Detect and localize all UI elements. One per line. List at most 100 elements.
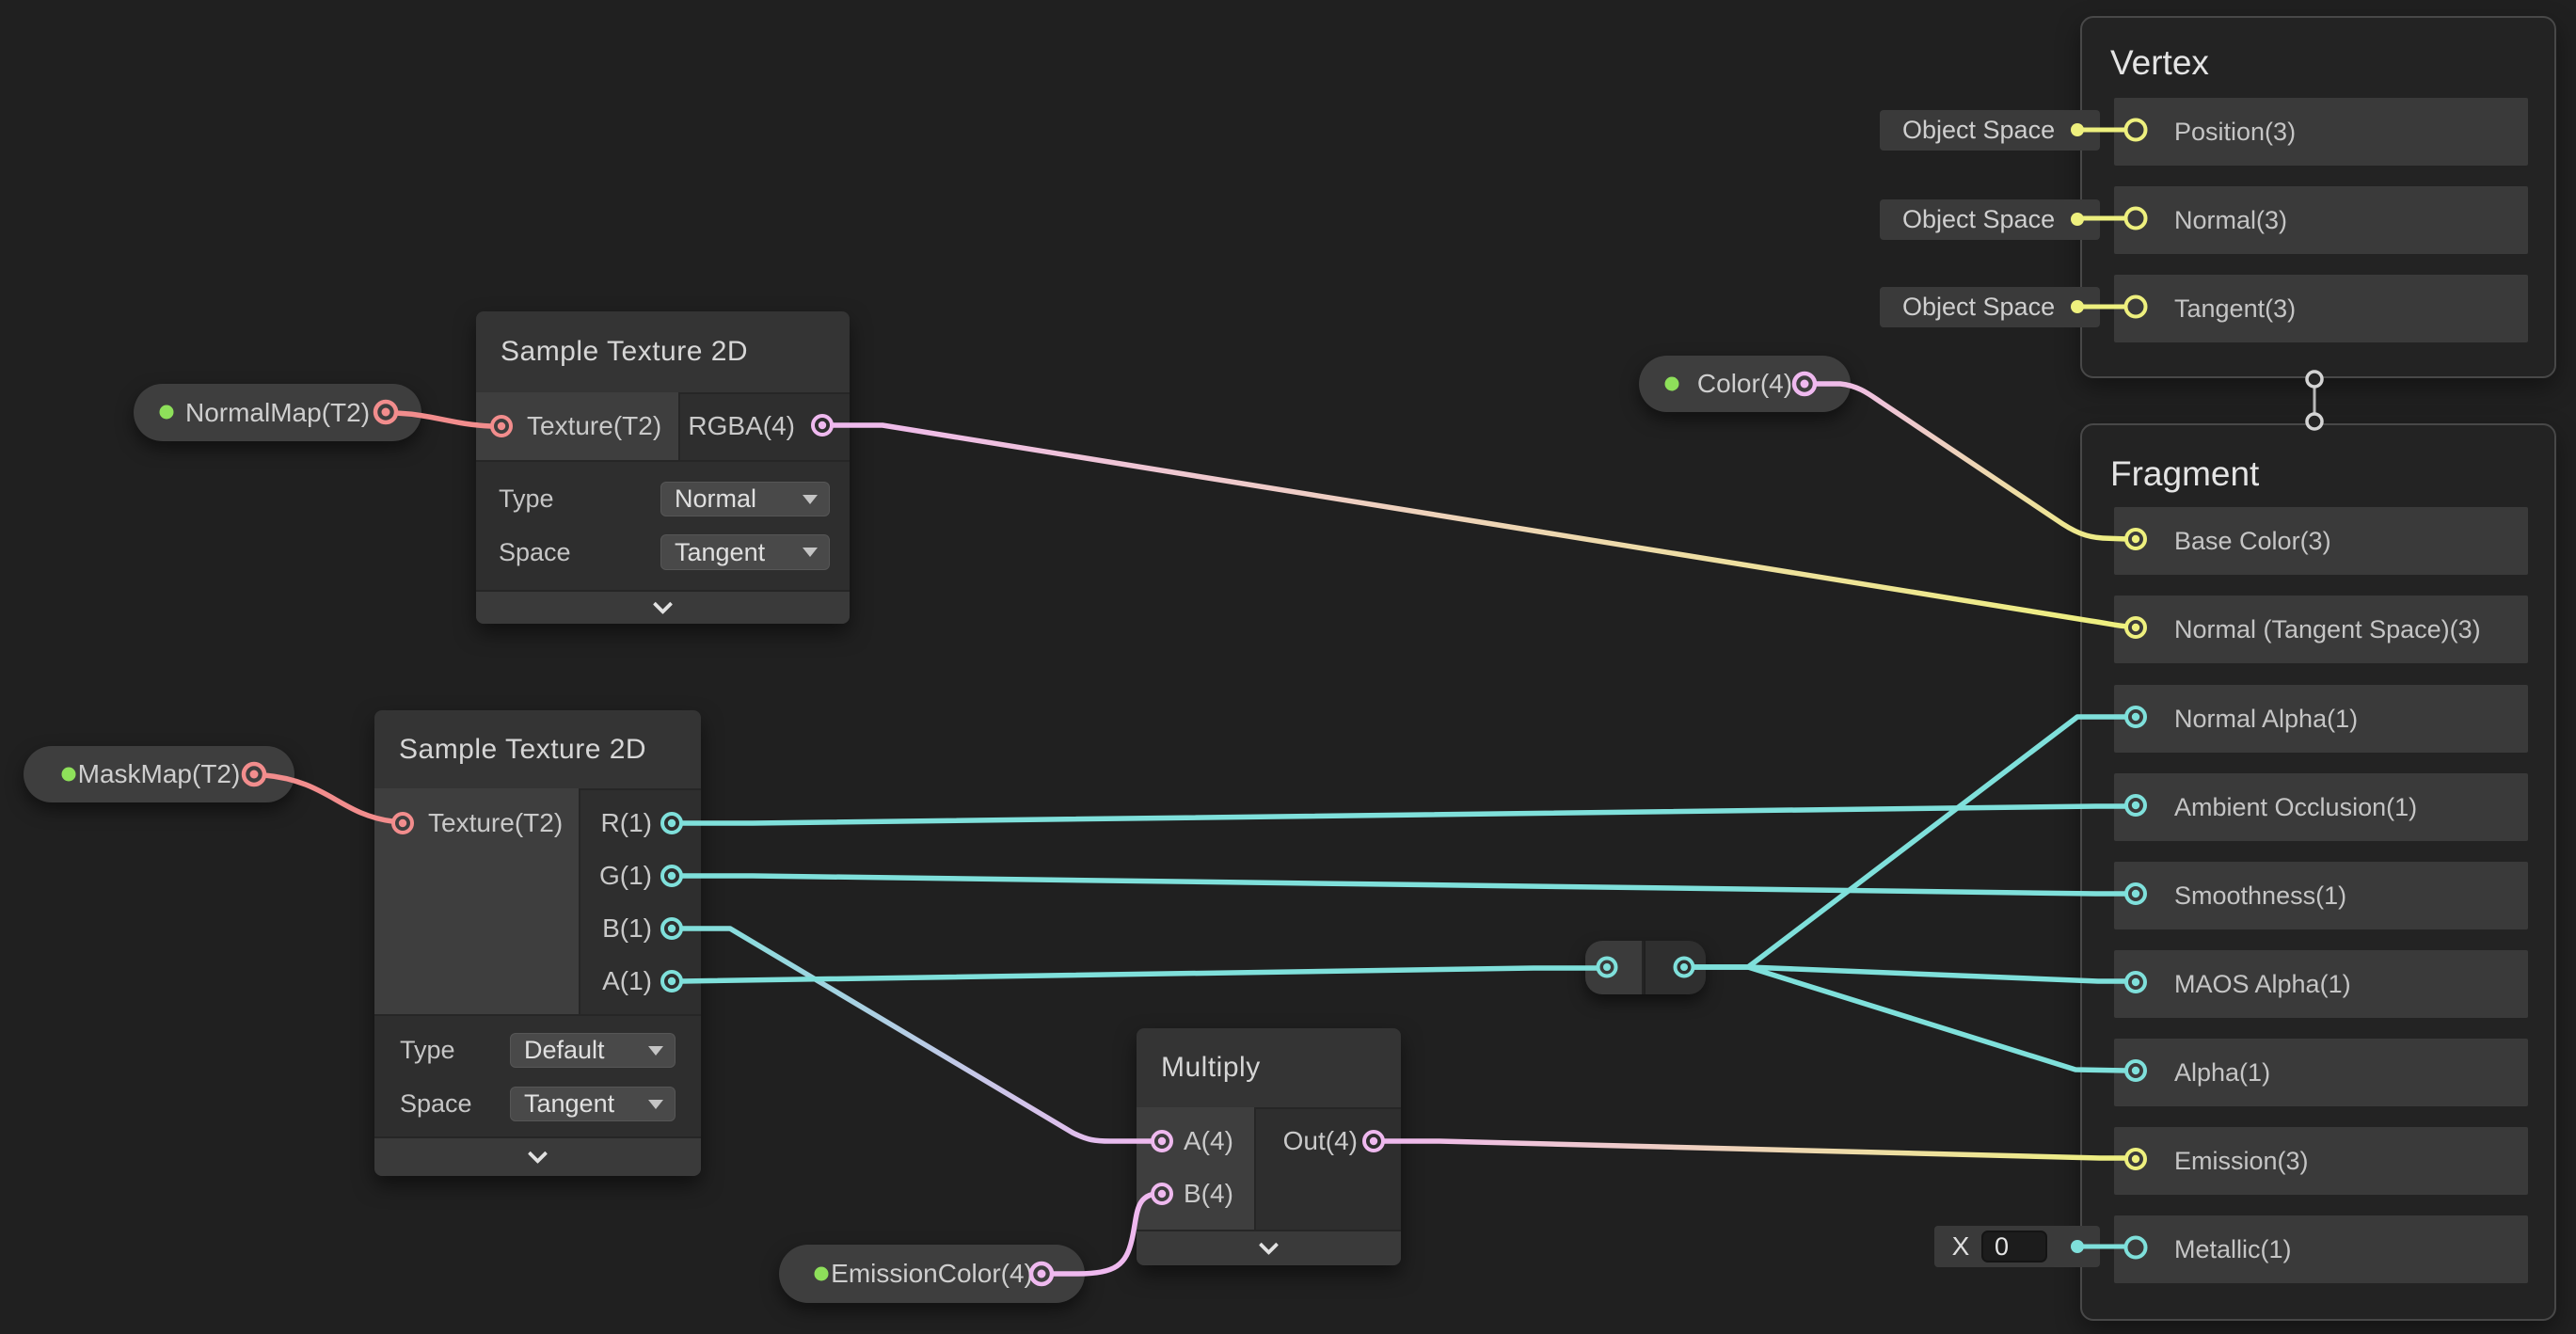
edge-a-to-redirect[interactable] — [680, 965, 1599, 984]
metallic-value: 0 — [1995, 1231, 2010, 1261]
type-dropdown-value: Normal — [675, 484, 757, 513]
edge-redirect-to-normal-alpha[interactable] — [1692, 714, 2127, 970]
a-output-label: A(1) — [602, 966, 652, 995]
multiply-node[interactable]: Multiply A(4) B(4) Out(4) — [1137, 1028, 1401, 1265]
slot-metallic-label: Metallic(1) — [2174, 1234, 2292, 1263]
metallic-value-input[interactable]: 0 — [1981, 1231, 2047, 1263]
space-field-label: Space — [499, 537, 571, 566]
slot-maos-alpha: MAOS Alpha(1) — [2114, 950, 2528, 1018]
dropdown-caret-icon — [803, 494, 818, 504]
type-field-label: Type — [400, 1036, 455, 1064]
property-color-label: Color(4) — [1696, 369, 1793, 398]
texture-input-cell: Texture(T2) — [476, 392, 680, 460]
type-dropdown-value: Default — [524, 1036, 605, 1064]
slot-base-color: Base Color(3) — [2114, 507, 2528, 575]
fragment-context-node[interactable]: Fragment Base Color(3) Normal (Tangent S… — [2080, 423, 2556, 1321]
slot-normal-alpha: Normal Alpha(1) — [2114, 685, 2528, 753]
slot-base-color-label: Base Color(3) — [2174, 526, 2331, 555]
vertex-context-node[interactable]: Vertex Position(3) Normal(3) Tangent(3) — [2080, 16, 2556, 378]
slot-position: Position(3) — [2114, 98, 2528, 166]
collapse-button[interactable] — [1137, 1230, 1401, 1265]
redirect-input-half — [1585, 941, 1644, 994]
rgba-output-label: RGBA(4) — [688, 411, 795, 440]
dropdown-caret-icon — [648, 1045, 663, 1056]
slot-position-label: Position(3) — [2174, 117, 2297, 146]
multiply-input-cell: A(4) B(4) — [1137, 1107, 1256, 1230]
slot-smoothness: Smoothness(1) — [2114, 862, 2528, 929]
vertex-fragment-connector[interactable] — [2305, 370, 2324, 431]
dropdown-caret-icon — [803, 548, 818, 557]
sample-texture-2d-normal-title: Sample Texture 2D — [501, 336, 749, 367]
edge-multiply-out-to-emission[interactable] — [1384, 1138, 2127, 1161]
property-maskmap-node[interactable]: MaskMap(T2) — [24, 746, 294, 802]
slot-ambient-occlusion: Ambient Occlusion(1) — [2114, 773, 2528, 841]
type-dropdown[interactable]: Normal — [660, 482, 830, 516]
texture-input-row: Texture(T2) — [374, 797, 579, 850]
redirect-output-half — [1646, 941, 1706, 994]
space-dropdown[interactable]: Tangent — [660, 534, 830, 570]
slot-normal-tangent-space-label: Normal (Tangent Space)(3) — [2174, 614, 2481, 643]
space-dropdown[interactable]: Tangent — [510, 1087, 676, 1121]
edge-b-to-multiply-a[interactable] — [681, 926, 1153, 1144]
property-normalmap-label: NormalMap(T2) — [184, 397, 371, 427]
edge-g-to-smoothness[interactable] — [681, 873, 2127, 897]
slot-normal-tangent-space: Normal (Tangent Space)(3) — [2114, 596, 2528, 663]
redirect-elbow-node[interactable] — [1585, 941, 1706, 994]
slot-alpha: Alpha(1) — [2114, 1039, 2528, 1106]
g-output-label: G(1) — [599, 861, 652, 890]
property-maskmap-label: MaskMap(T2) — [77, 759, 241, 788]
slot-normal: Normal(3) — [2114, 186, 2528, 254]
sample-texture-2d-normal-node[interactable]: Sample Texture 2D Texture(T2) RGBA(4) Ty… — [476, 311, 850, 624]
slot-ambient-occlusion-label: Ambient Occlusion(1) — [2174, 792, 2418, 821]
slot-emission-label: Emission(3) — [2174, 1146, 2309, 1175]
property-emissioncolor-node[interactable]: EmissionColor(4) — [779, 1245, 1085, 1303]
normal-default-label: Object Space — [1902, 205, 2056, 233]
vertex-title: Vertex — [2110, 43, 2209, 82]
texture-input-cell: Texture(T2) — [374, 788, 580, 1014]
slot-normal-alpha-label: Normal Alpha(1) — [2174, 704, 2359, 733]
fragment-title: Fragment — [2110, 454, 2260, 493]
chevron-down-icon — [527, 1143, 549, 1164]
slot-tangent-label: Tangent(3) — [2174, 294, 2297, 323]
collapse-button[interactable] — [374, 1136, 701, 1176]
space-dropdown-value: Tangent — [675, 537, 766, 566]
edge-rgba-to-normal-tangent-space[interactable] — [832, 422, 2128, 629]
sample-texture-2d-mask-node[interactable]: Sample Texture 2D Texture(T2) R(1) G(1) … — [374, 710, 701, 1176]
r-output-row: R(1) — [579, 797, 701, 850]
collapse-button[interactable] — [476, 590, 850, 624]
type-dropdown[interactable]: Default — [510, 1033, 676, 1068]
tangent-default-widget[interactable]: Object Space — [1880, 287, 2100, 327]
b-output-row: B(1) — [579, 902, 701, 955]
edge-redirect-to-alpha[interactable] — [1692, 964, 2128, 1073]
slot-alpha-label: Alpha(1) — [2174, 1057, 2271, 1087]
multiply-title: Multiply — [1161, 1052, 1261, 1083]
type-field-label: Type — [499, 484, 554, 513]
chevron-down-icon — [1258, 1234, 1280, 1255]
rgba-output-cell: RGBA(4) — [682, 392, 850, 460]
chevron-down-icon — [652, 594, 674, 614]
out-output-label: Out(4) — [1282, 1126, 1358, 1155]
edge-r-to-ambient-occlusion[interactable] — [681, 803, 2127, 826]
metallic-default-widget: X 0 — [1934, 1226, 2100, 1267]
space-field-label: Space — [400, 1089, 472, 1118]
r-output-label: R(1) — [600, 808, 652, 837]
g-output-row: G(1) — [579, 850, 701, 902]
property-color-node[interactable]: Color(4) — [1639, 356, 1851, 412]
slot-normal-label: Normal(3) — [2174, 205, 2288, 234]
tangent-default-label: Object Space — [1902, 293, 2056, 321]
edge-redirect-to-maos-alpha[interactable] — [1692, 964, 2127, 984]
position-default-widget[interactable]: Object Space — [1880, 110, 2100, 151]
slot-metallic: Metallic(1) — [2114, 1215, 2528, 1283]
slot-maos-alpha-label: MAOS Alpha(1) — [2174, 969, 2351, 998]
property-normalmap-node[interactable]: NormalMap(T2) — [134, 384, 421, 441]
normal-default-widget[interactable]: Object Space — [1880, 199, 2100, 240]
a-input-row: A(4) — [1137, 1115, 1254, 1167]
slot-tangent: Tangent(3) — [2114, 275, 2528, 342]
texture-input-label: Texture(T2) — [527, 411, 662, 440]
slot-smoothness-label: Smoothness(1) — [2174, 881, 2347, 910]
slot-emission: Emission(3) — [2114, 1127, 2528, 1195]
node-body — [476, 460, 850, 590]
b-output-label: B(1) — [602, 913, 652, 943]
b-input-row: B(4) — [1137, 1167, 1254, 1220]
